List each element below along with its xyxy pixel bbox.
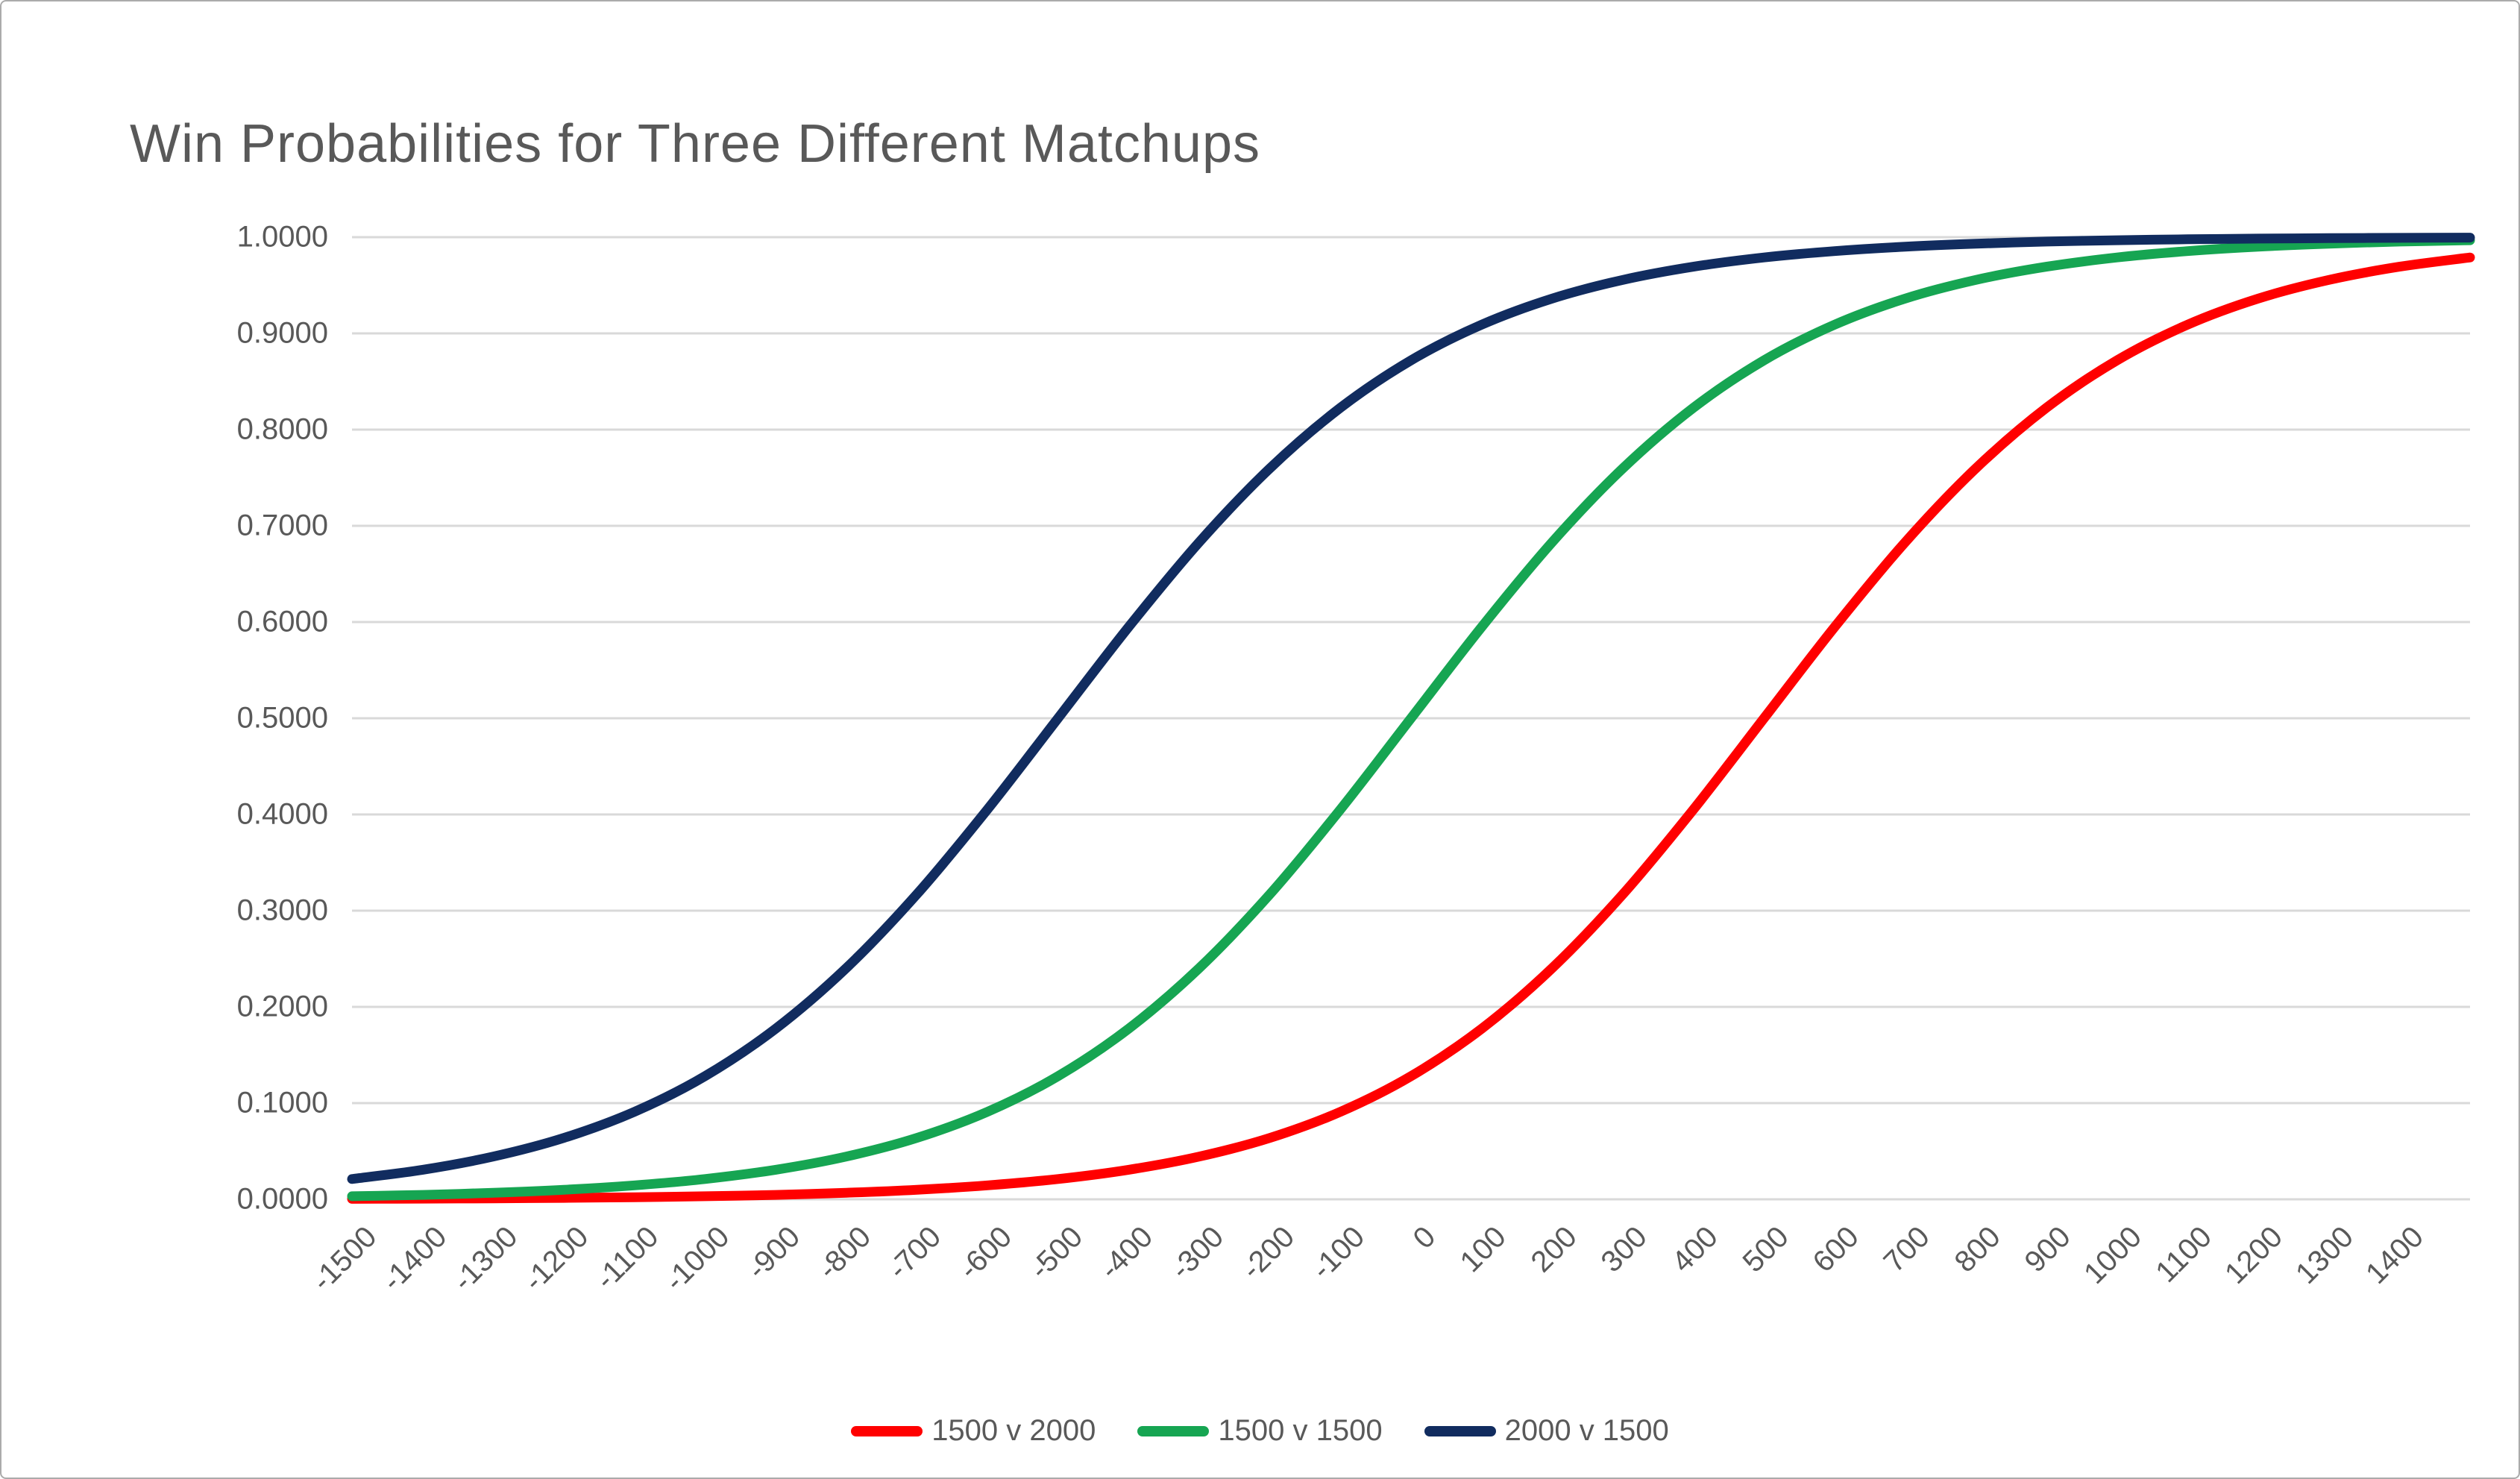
series-line-1500-v-2000 [347, 252, 2475, 1204]
series-line-1500-v-1500 [347, 235, 2475, 1202]
y-axis-tick-label: 0.9000 [236, 316, 328, 350]
legend-swatch-icon [1424, 1425, 1496, 1436]
legend-swatch-icon [1137, 1425, 1210, 1436]
y-axis-tick-label: 1.0000 [236, 220, 328, 254]
series-line-2000-v-1500 [347, 233, 2475, 1184]
chart-title: Win Probabilities for Three Different Ma… [130, 114, 1260, 174]
y-axis-tick-label: 0.1000 [236, 1086, 328, 1120]
y-axis-tick-label: 0.0000 [236, 1182, 328, 1216]
y-axis-tick-label: 0.2000 [236, 990, 328, 1023]
y-axis-tick-label: 0.6000 [236, 605, 328, 638]
legend-swatch-icon [851, 1425, 923, 1436]
legend-item: 2000 v 1500 [1424, 1414, 1669, 1448]
y-axis-tick-label: 0.7000 [236, 509, 328, 542]
y-axis-tick-label: 0.3000 [236, 894, 328, 927]
chart-legend: 1500 v 2000 1500 v 1500 2000 v 1500 [1, 1414, 2519, 1448]
legend-label: 1500 v 1500 [1218, 1414, 1383, 1447]
legend-label: 1500 v 2000 [931, 1414, 1096, 1447]
legend-item: 1500 v 2000 [851, 1414, 1096, 1448]
y-axis-tick-label: 0.5000 [236, 701, 328, 735]
legend-item: 1500 v 1500 [1137, 1414, 1383, 1448]
y-axis-tick-label: 0.4000 [236, 797, 328, 831]
y-axis-tick-label: 0.8000 [236, 412, 328, 446]
legend-label: 2000 v 1500 [1504, 1414, 1669, 1447]
